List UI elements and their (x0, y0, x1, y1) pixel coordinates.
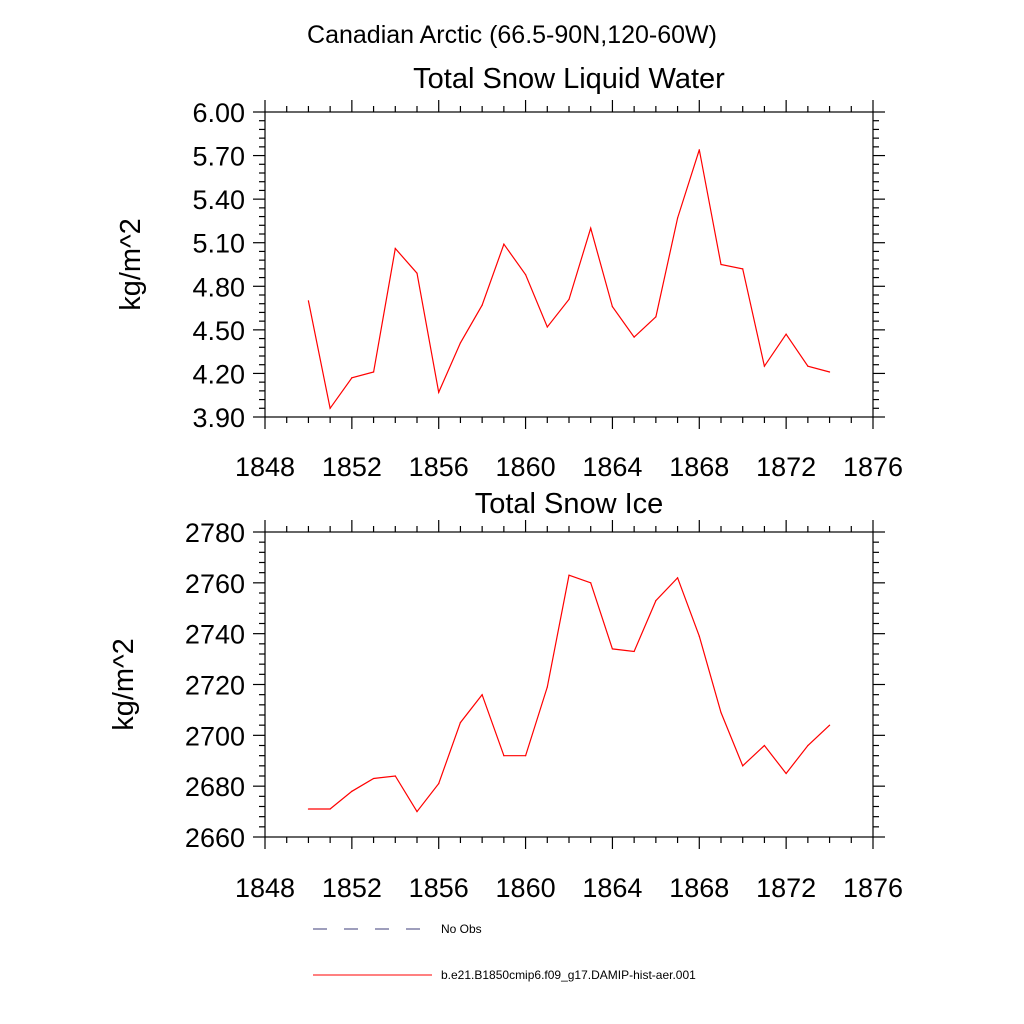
data-point (394, 775, 396, 777)
data-point (524, 274, 527, 276)
data-point (655, 600, 657, 602)
legend: No Obs b.e21.B1850cmip6.f09_g17.DAMIP-his… (313, 922, 696, 982)
data-point (676, 217, 679, 219)
data-point (655, 316, 657, 318)
y-tick-label: 3.90 (192, 403, 245, 433)
data-point (742, 268, 744, 270)
y-tick-label: 2720 (185, 671, 245, 701)
x-tick-label: 1860 (496, 873, 556, 903)
data-point (828, 371, 831, 373)
data-point (416, 272, 418, 274)
series-line (307, 149, 830, 410)
data-point (633, 336, 635, 338)
data-point (372, 371, 375, 373)
data-point (503, 755, 505, 757)
x-tick-label: 1872 (756, 452, 816, 482)
data-point (568, 298, 570, 300)
data-point (503, 243, 505, 245)
x-tick-label: 1856 (409, 873, 469, 903)
data-point (351, 377, 353, 379)
data-point (785, 772, 787, 775)
data-point (307, 808, 310, 810)
y-tick-label: 4.80 (192, 272, 245, 302)
x-tick-label: 1868 (669, 452, 729, 482)
y-tick-label: 2700 (185, 721, 245, 751)
data-point (611, 648, 614, 650)
y-tick-label: 5.40 (192, 185, 245, 215)
x-tick-label: 1864 (582, 452, 642, 482)
y-tick-label: 4.20 (192, 359, 245, 389)
data-point (807, 365, 809, 367)
data-point (481, 694, 483, 696)
data-point (546, 326, 548, 328)
y-axis-label: kg/m^2 (108, 638, 140, 731)
data-point (698, 149, 700, 151)
chart-title: Total Snow Ice (475, 488, 664, 520)
data-point (546, 686, 548, 688)
x-tick-label: 1852 (322, 873, 382, 903)
y-tick-label: 2660 (185, 823, 245, 853)
data-point (329, 407, 331, 409)
y-tick-label: 2680 (185, 772, 245, 802)
data-point (611, 306, 614, 308)
y-tick-label: 2760 (185, 569, 245, 599)
plot-frame (264, 111, 874, 418)
data-point (438, 391, 440, 393)
figure-suptitle: Canadian Arctic (66.5-90N,120-60W) (307, 21, 717, 49)
data-point (763, 365, 766, 367)
y-tick-label: 2780 (185, 518, 245, 548)
y-axis-label: kg/m^2 (115, 218, 147, 311)
x-tick-label: 1848 (235, 873, 295, 903)
x-tick-label: 1864 (582, 873, 642, 903)
x-tick-label: 1876 (843, 452, 903, 482)
data-point (633, 650, 635, 653)
data-point (394, 247, 396, 250)
data-point (590, 582, 592, 584)
data-point (524, 755, 527, 757)
series-line (308, 574, 831, 813)
y-tick-label: 2740 (185, 620, 245, 650)
data-point (459, 722, 462, 724)
data-point (676, 577, 679, 579)
data-point (372, 777, 375, 780)
data-point (742, 765, 744, 767)
data-point (568, 574, 570, 576)
x-tick-label: 1860 (496, 452, 556, 482)
x-tick-label: 1856 (409, 452, 469, 482)
data-point (307, 300, 310, 302)
data-point (698, 635, 700, 637)
x-tick-label: 1852 (322, 452, 382, 482)
data-point (720, 711, 722, 714)
data-point (763, 744, 766, 747)
data-point (351, 790, 353, 792)
y-tick-label: 5.70 (192, 142, 245, 172)
panel-snow-liquid-water: Total Snow Liquid Water 1848 1852 1856 1860 1… (115, 63, 903, 482)
x-tick-label: 1872 (756, 873, 816, 903)
y-tick-label: 5.10 (192, 229, 245, 259)
data-point (481, 304, 483, 306)
data-point (828, 724, 831, 726)
y-tick-label: 4.50 (192, 316, 245, 346)
x-tick-label: 1868 (669, 873, 729, 903)
data-point (438, 783, 440, 785)
x-tick-label: 1848 (235, 452, 295, 482)
data-point (459, 342, 462, 344)
legend-label: b.e21.B1850cmip6.f09_g17.DAMIP-hist-aer.… (441, 968, 696, 982)
panel-snow-ice: Total Snow Ice 1848 1852 1856 1860 1864 1868 18… (108, 488, 903, 903)
legend-label: No Obs (441, 922, 482, 936)
chart-title: Total Snow Liquid Water (413, 63, 725, 95)
data-point (416, 810, 418, 813)
y-tick-label: 6.00 (192, 98, 245, 128)
x-tick-label: 1876 (843, 873, 903, 903)
data-point (720, 263, 722, 266)
data-point (785, 333, 787, 335)
data-point (807, 744, 809, 747)
data-point (329, 808, 331, 810)
data-point (590, 227, 592, 229)
